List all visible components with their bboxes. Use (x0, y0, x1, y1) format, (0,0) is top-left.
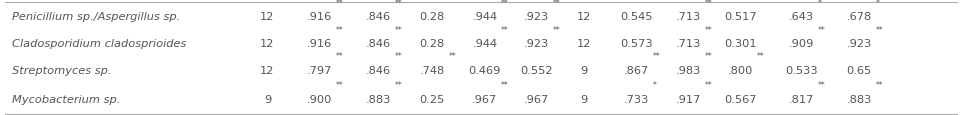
Text: Streptomyces sp.: Streptomyces sp. (12, 65, 111, 75)
Text: 12: 12 (577, 12, 590, 22)
Text: **: ** (817, 25, 825, 34)
Text: 0.552: 0.552 (520, 65, 553, 75)
Text: **: ** (394, 52, 402, 61)
Text: .916: .916 (307, 39, 332, 49)
Text: 12: 12 (260, 39, 274, 49)
Text: **: ** (335, 52, 343, 61)
Text: .733: .733 (624, 94, 649, 104)
Text: 0.25: 0.25 (419, 94, 444, 104)
Text: Penicillium sp./Aspergillus sp.: Penicillium sp./Aspergillus sp. (12, 12, 180, 22)
Text: 0.545: 0.545 (620, 12, 653, 22)
Text: **: ** (501, 25, 508, 34)
Text: **: ** (875, 81, 882, 90)
Text: **: ** (501, 81, 508, 90)
Text: .916: .916 (307, 12, 332, 22)
Text: .983: .983 (676, 65, 701, 75)
Text: **: ** (394, 0, 402, 8)
Text: .643: .643 (788, 12, 813, 22)
Text: 0.469: 0.469 (468, 65, 501, 75)
Text: 0.567: 0.567 (724, 94, 756, 104)
Text: 9: 9 (579, 94, 587, 104)
Text: .713: .713 (676, 39, 701, 49)
Text: .883: .883 (365, 94, 390, 104)
Text: .846: .846 (365, 65, 390, 75)
Text: .909: .909 (788, 39, 813, 49)
Text: .867: .867 (624, 65, 649, 75)
Text: **: ** (704, 81, 712, 90)
Text: .917: .917 (676, 94, 701, 104)
Text: **: ** (875, 25, 882, 34)
Text: **: ** (335, 81, 343, 90)
Text: **: ** (335, 0, 343, 8)
Text: **: ** (704, 52, 712, 61)
Text: **: ** (394, 81, 402, 90)
Text: .817: .817 (788, 94, 813, 104)
Text: 0.65: 0.65 (846, 65, 871, 75)
Text: Cladosporidium cladosprioides: Cladosporidium cladosprioides (12, 39, 185, 49)
Text: .923: .923 (846, 39, 871, 49)
Text: 0.301: 0.301 (724, 39, 756, 49)
Text: .883: .883 (846, 94, 871, 104)
Text: Mycobacterium sp.: Mycobacterium sp. (12, 94, 120, 104)
Text: *: * (875, 0, 878, 8)
Text: .797: .797 (307, 65, 332, 75)
Text: **: ** (335, 25, 343, 34)
Text: **: ** (817, 81, 825, 90)
Text: 0.573: 0.573 (620, 39, 653, 49)
Text: **: ** (704, 25, 712, 34)
Text: .846: .846 (365, 39, 390, 49)
Text: 9: 9 (579, 65, 587, 75)
Text: .678: .678 (846, 12, 871, 22)
Text: .748: .748 (419, 65, 444, 75)
Text: **: ** (448, 52, 456, 61)
Text: .713: .713 (676, 12, 701, 22)
Text: .944: .944 (472, 39, 497, 49)
Text: **: ** (501, 0, 508, 8)
Text: .944: .944 (472, 12, 497, 22)
Text: .800: .800 (727, 65, 752, 75)
Text: 9: 9 (263, 94, 271, 104)
Text: **: ** (756, 52, 764, 61)
Text: **: ** (394, 25, 402, 34)
Text: 0.533: 0.533 (784, 65, 817, 75)
Text: 0.28: 0.28 (419, 39, 444, 49)
Text: 0.517: 0.517 (724, 12, 756, 22)
Text: 12: 12 (260, 65, 274, 75)
Text: *: * (817, 0, 821, 8)
Text: .846: .846 (365, 12, 390, 22)
Text: *: * (653, 81, 656, 90)
Text: **: ** (553, 0, 560, 8)
Text: **: ** (553, 25, 560, 34)
Text: .900: .900 (307, 94, 332, 104)
Text: .967: .967 (472, 94, 497, 104)
Text: **: ** (653, 52, 660, 61)
Text: .923: .923 (524, 39, 549, 49)
Text: .967: .967 (524, 94, 549, 104)
Text: 12: 12 (577, 39, 590, 49)
Text: 12: 12 (260, 12, 274, 22)
Text: .923: .923 (524, 12, 549, 22)
Text: 0.28: 0.28 (419, 12, 444, 22)
Text: **: ** (704, 0, 712, 8)
